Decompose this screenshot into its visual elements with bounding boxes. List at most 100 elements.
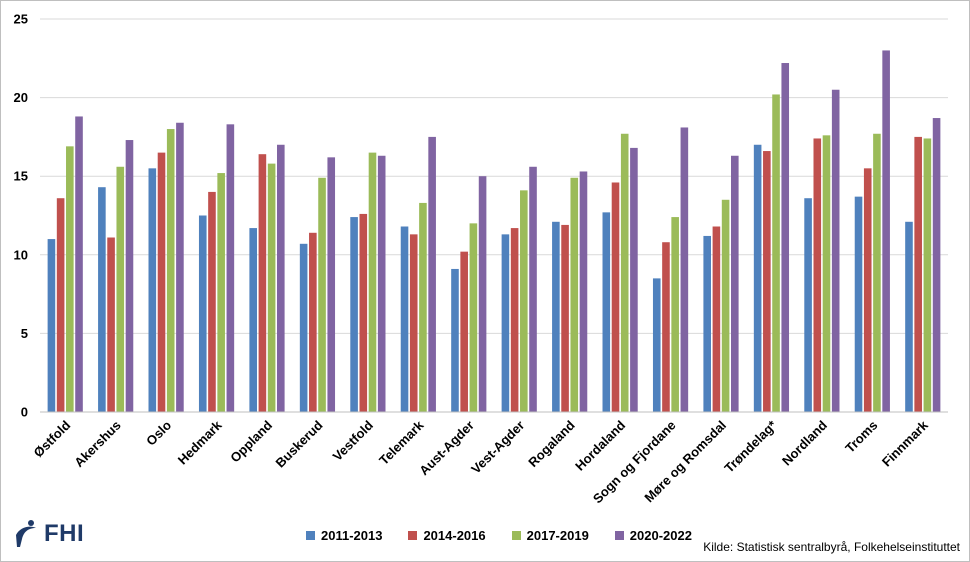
bar xyxy=(208,191,216,412)
bar xyxy=(822,135,831,412)
bar xyxy=(249,228,257,412)
x-tick-label: Nordland xyxy=(779,417,830,468)
bar xyxy=(309,232,317,412)
x-tick-label: Buskerud xyxy=(273,417,326,470)
bar xyxy=(813,138,822,412)
grid-layer xyxy=(40,18,948,334)
bar xyxy=(561,224,569,412)
bar xyxy=(98,187,106,412)
bar xyxy=(932,118,941,412)
bar xyxy=(510,228,519,412)
bar xyxy=(469,223,478,412)
bar xyxy=(451,268,459,412)
bar xyxy=(611,182,620,412)
bar xyxy=(47,239,56,412)
legend-item: 2020-2022 xyxy=(614,528,692,543)
bar xyxy=(630,147,638,412)
bar xyxy=(125,140,134,413)
bar xyxy=(75,116,83,413)
bar xyxy=(327,157,336,412)
legend-swatch xyxy=(511,531,521,540)
x-tick-label: Vest-Agder xyxy=(468,418,527,477)
bar xyxy=(570,177,579,412)
source-note: Kilde: Statistisk sentralbyrå, Folkehels… xyxy=(703,540,960,554)
bar xyxy=(863,168,872,412)
bar xyxy=(56,198,65,412)
legend-swatch xyxy=(614,531,624,540)
bar xyxy=(602,212,611,412)
bar-layer xyxy=(47,50,941,413)
x-tick-label: Østfold xyxy=(31,417,74,460)
y-tick-label: 20 xyxy=(14,90,28,105)
bar xyxy=(804,198,812,412)
legend: 2011-2013 2014-2016 2017-2019 2020-2022 xyxy=(306,528,692,543)
bar xyxy=(107,237,115,412)
bar xyxy=(148,168,157,412)
bar xyxy=(318,177,326,412)
x-tick-label: Trøndelag* xyxy=(721,417,780,476)
bar xyxy=(854,196,863,412)
bar xyxy=(198,215,207,412)
bar xyxy=(428,136,436,412)
bar xyxy=(419,202,427,412)
bar xyxy=(923,138,932,412)
legend-label: 2020-2022 xyxy=(629,528,692,543)
bar xyxy=(781,63,790,413)
bar xyxy=(166,129,175,413)
bar xyxy=(377,155,386,412)
legend-item: 2011-2013 xyxy=(306,528,382,543)
bar xyxy=(731,155,739,412)
legend-item: 2014-2016 xyxy=(408,528,486,543)
x-tick-label: Oslo xyxy=(143,417,174,448)
fhi-logo: FHI xyxy=(14,519,84,549)
bar xyxy=(579,171,588,412)
bar xyxy=(157,152,166,412)
bar xyxy=(721,199,730,412)
bar xyxy=(116,166,125,412)
bar xyxy=(529,166,537,412)
y-tick-label: 25 xyxy=(14,12,28,27)
bar xyxy=(671,217,679,412)
fhi-logo-icon xyxy=(16,520,36,547)
bar xyxy=(905,221,913,412)
bar xyxy=(831,89,840,413)
x-tick-label: Aust-Agder xyxy=(416,418,477,479)
legend-label: 2011-2013 xyxy=(321,528,383,543)
x-tick-label: Troms xyxy=(842,418,880,456)
y-tick-label: 0 xyxy=(21,405,28,420)
bar xyxy=(772,94,780,413)
bar xyxy=(350,217,358,412)
bar xyxy=(66,146,74,412)
y-tick-label: 15 xyxy=(14,169,28,184)
x-tick-label: Akershus xyxy=(71,418,124,471)
bar xyxy=(552,221,560,412)
x-tick-label: Hedmark xyxy=(175,417,225,467)
legend-swatch xyxy=(306,531,315,540)
legend-item: 2017-2019 xyxy=(511,528,589,543)
y-tick-label: 10 xyxy=(14,247,28,262)
legend-label: 2017-2019 xyxy=(526,528,589,543)
bar xyxy=(368,152,377,412)
bar xyxy=(501,234,510,412)
legend-label: 2014-2016 xyxy=(423,528,486,543)
x-tick-label: Vestfold xyxy=(330,417,376,463)
fhi-logo-text: FHI xyxy=(44,520,85,547)
x-tick-label: Rogaland xyxy=(525,417,578,470)
bar xyxy=(409,234,418,412)
bar xyxy=(277,144,285,412)
bar xyxy=(176,122,184,412)
bar xyxy=(763,151,771,413)
x-tick-label: Finnmark xyxy=(879,417,932,470)
bar xyxy=(680,127,689,412)
bar xyxy=(226,124,235,412)
bar xyxy=(520,190,528,412)
y-tick-label: 5 xyxy=(21,326,28,341)
bar xyxy=(620,133,629,412)
bar xyxy=(652,278,661,412)
legend-swatch xyxy=(408,531,418,540)
bar xyxy=(873,133,881,412)
bar xyxy=(400,226,409,412)
bar xyxy=(478,176,487,412)
bar xyxy=(258,154,267,412)
